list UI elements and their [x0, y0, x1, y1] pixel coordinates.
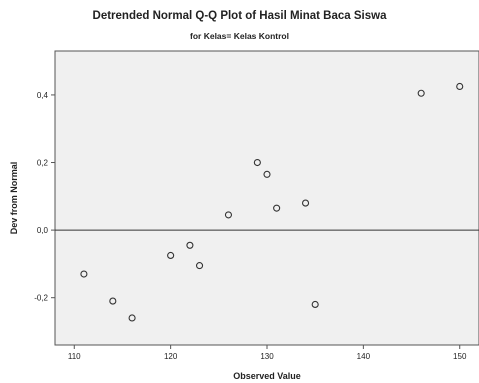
- data-point: [301, 199, 310, 207]
- data-points: [80, 82, 464, 322]
- x-axis-title: Observed Value: [233, 371, 301, 381]
- x-tick-label: 130: [260, 352, 274, 361]
- data-point: [253, 158, 261, 167]
- y-tick-label: 0,0: [37, 226, 49, 235]
- data-point: [311, 300, 319, 308]
- chart-title: Detrended Normal Q-Q Plot of Hasil Minat…: [92, 10, 387, 22]
- data-point: [195, 262, 204, 270]
- data-point: [224, 211, 233, 219]
- x-axis-ticks: 110 120 130 140 150: [68, 345, 467, 361]
- y-tick-label: 0,4: [37, 91, 49, 100]
- data-point: [417, 89, 425, 97]
- x-tick-label: 140: [357, 352, 371, 361]
- x-tick-label: 120: [164, 352, 178, 361]
- plot-area: [54, 50, 479, 346]
- x-tick-label: 110: [68, 352, 81, 361]
- y-axis-ticks: -0,2 0,0 0,2 0,4: [34, 91, 55, 303]
- data-point: [273, 204, 281, 212]
- y-axis-title: Dev from Normal: [9, 162, 19, 235]
- y-tick-label: 0,2: [37, 159, 49, 168]
- data-point: [186, 241, 194, 249]
- chart-subtitle: for Kelas= Kelas Kontrol: [190, 31, 289, 41]
- data-point: [263, 170, 271, 178]
- data-point: [128, 314, 136, 322]
- y-tick-label: -0,2: [34, 294, 48, 303]
- data-point: [456, 82, 464, 91]
- data-point: [167, 251, 175, 259]
- x-tick-label: 150: [453, 352, 467, 361]
- data-point: [80, 270, 88, 278]
- data-point: [109, 297, 117, 305]
